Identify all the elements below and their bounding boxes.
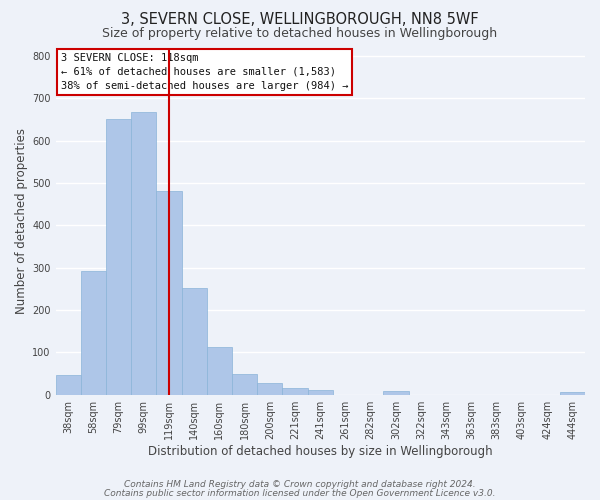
Bar [257,383,283,394]
Bar [56,375,81,394]
Bar [131,112,157,394]
Bar [383,392,409,394]
Bar [106,119,131,394]
Bar [308,390,333,394]
Bar [157,192,182,394]
Text: 3, SEVERN CLOSE, WELLINGBOROUGH, NN8 5WF: 3, SEVERN CLOSE, WELLINGBOROUGH, NN8 5WF [121,12,479,28]
Text: Contains public sector information licensed under the Open Government Licence v3: Contains public sector information licen… [104,488,496,498]
Bar [560,392,585,394]
Text: Size of property relative to detached houses in Wellingborough: Size of property relative to detached ho… [103,28,497,40]
Bar [182,288,207,395]
Text: Contains HM Land Registry data © Crown copyright and database right 2024.: Contains HM Land Registry data © Crown c… [124,480,476,489]
Bar [283,388,308,394]
Y-axis label: Number of detached properties: Number of detached properties [15,128,28,314]
Text: 3 SEVERN CLOSE: 118sqm
← 61% of detached houses are smaller (1,583)
38% of semi-: 3 SEVERN CLOSE: 118sqm ← 61% of detached… [61,52,349,90]
Bar [81,270,106,394]
X-axis label: Distribution of detached houses by size in Wellingborough: Distribution of detached houses by size … [148,444,493,458]
Bar [232,374,257,394]
Bar [207,347,232,395]
